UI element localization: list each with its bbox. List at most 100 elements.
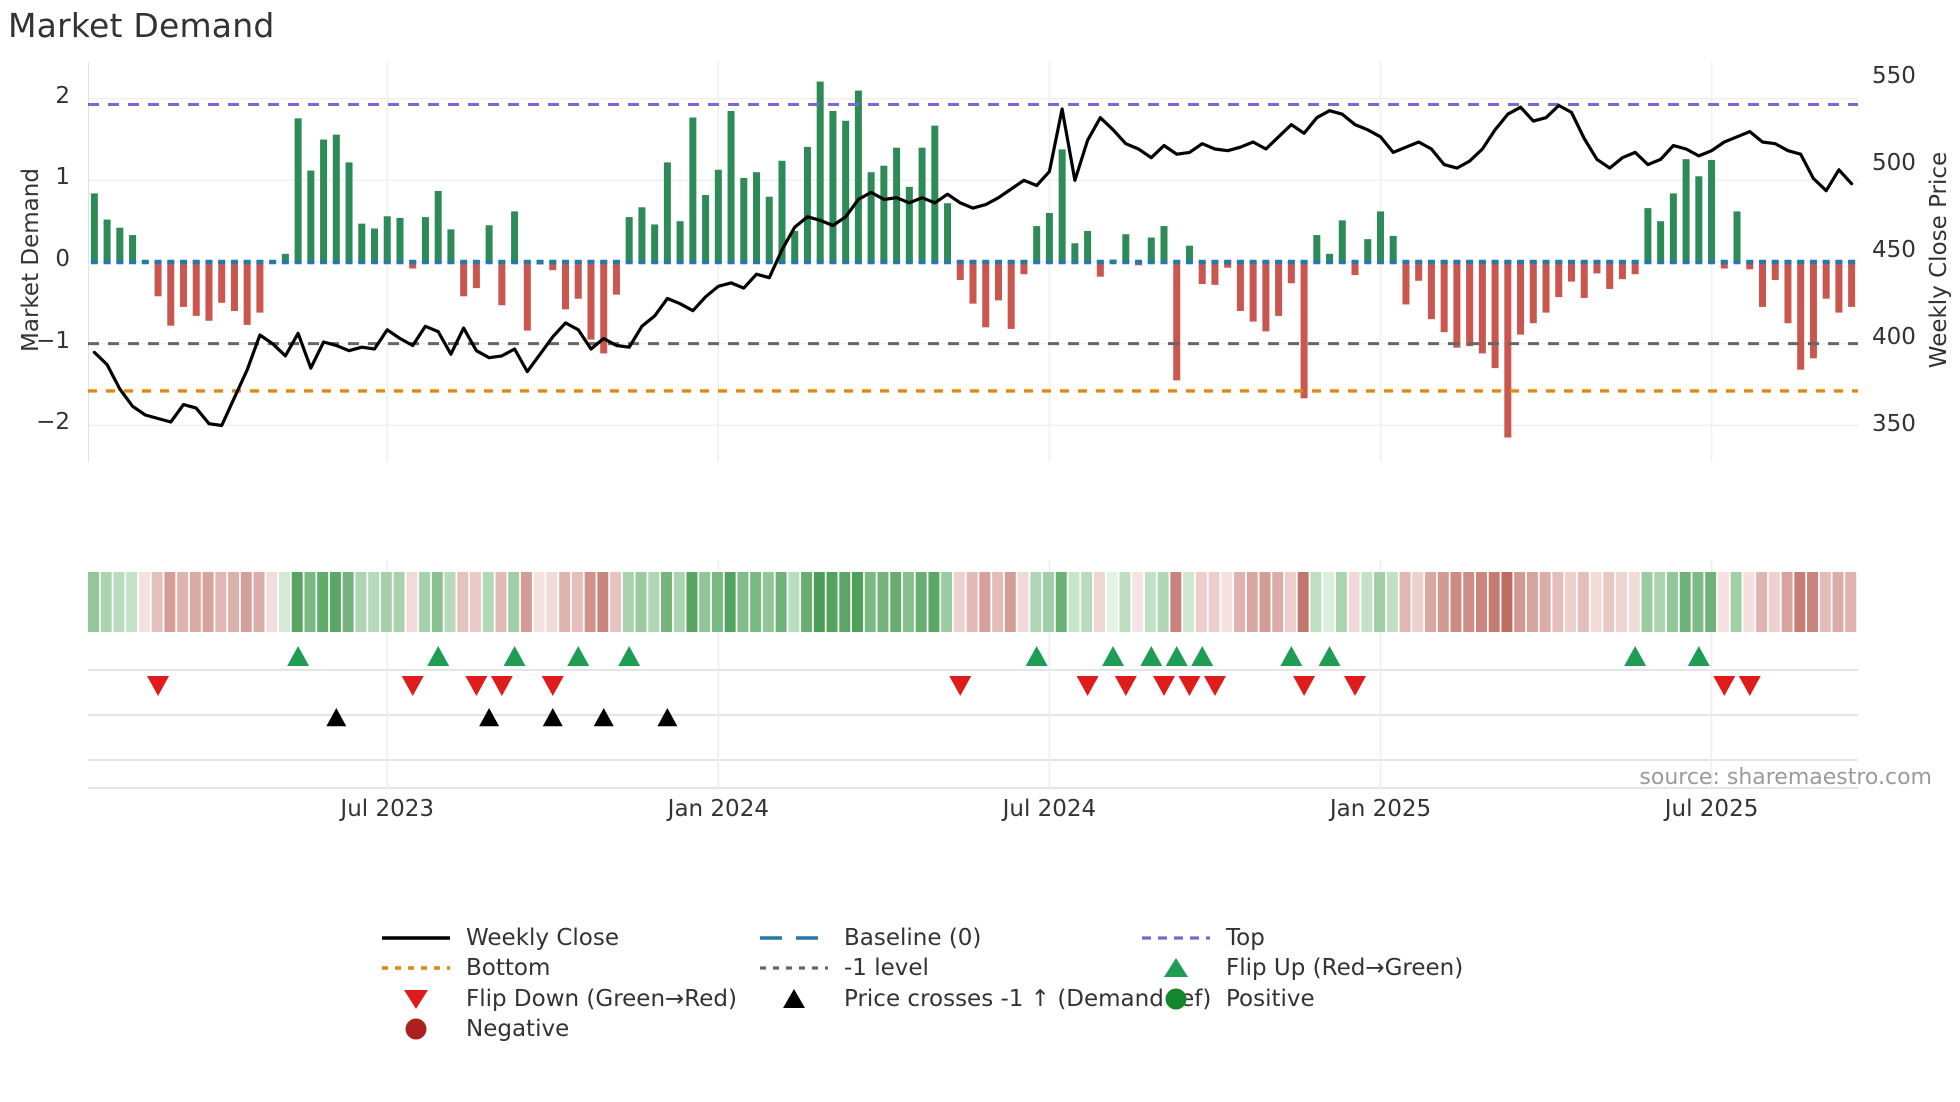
- legend-item[interactable]: Negative: [380, 1016, 569, 1042]
- heat-cell: [508, 572, 520, 632]
- flip-down-marker: [541, 675, 564, 696]
- legend-label: Price crosses -1 ↑ (Demand ref): [844, 986, 1212, 1012]
- legend-item[interactable]: Flip Down (Green→Red): [380, 986, 737, 1012]
- demand-bar-positive: [1682, 159, 1690, 262]
- legend-label: Weekly Close: [466, 925, 619, 951]
- demand-bar-positive: [332, 134, 340, 262]
- demand-bar-negative: [1618, 262, 1626, 280]
- legend-item[interactable]: Top: [1140, 925, 1265, 951]
- demand-bar-positive: [727, 110, 735, 263]
- x-tick-label: Jul 2025: [1664, 796, 1759, 822]
- demand-bar-negative: [1491, 262, 1499, 369]
- flip-down-marker: [1114, 675, 1137, 696]
- demand-bar-negative: [1351, 262, 1359, 276]
- heat-cell: [240, 572, 252, 632]
- heat-cell: [1641, 572, 1653, 632]
- legend-item[interactable]: Bottom: [380, 955, 550, 981]
- legend-item[interactable]: Price crosses -1 ↑ (Demand ref): [758, 986, 1211, 1012]
- heat-cell: [1068, 572, 1080, 632]
- heat-cell: [1106, 572, 1118, 632]
- demand-bar-positive: [103, 219, 111, 262]
- legend-item[interactable]: Flip Up (Red→Green): [1140, 955, 1463, 981]
- demand-bar-positive: [1147, 237, 1155, 262]
- demand-bar-positive: [1058, 149, 1066, 262]
- heat-cell: [1679, 572, 1691, 632]
- heat-cell: [1565, 572, 1577, 632]
- flip-up-marker: [1318, 646, 1341, 667]
- demand-bar-positive: [702, 195, 710, 262]
- demand-bar-positive: [90, 193, 98, 262]
- demand-bar-positive: [854, 90, 862, 262]
- chart-legend: Weekly Close Baseline (0) Top Bottom -1 leve…: [380, 925, 1660, 1085]
- demand-bar-negative: [1402, 262, 1410, 305]
- heat-cell: [368, 572, 380, 632]
- demand-bar-negative: [562, 262, 570, 310]
- demand-bar-positive: [345, 162, 353, 262]
- demand-bar-negative: [1504, 262, 1512, 438]
- heat-cell: [279, 572, 290, 632]
- x-tick-label: Jan 2024: [667, 796, 769, 822]
- demand-bar-negative: [1096, 262, 1104, 277]
- price-cross-marker: [326, 708, 347, 727]
- y-tick-right: 450: [1872, 237, 1916, 264]
- marker-rows-svg: [147, 646, 1761, 727]
- heat-cell: [750, 572, 762, 632]
- heat-cell: [826, 572, 838, 632]
- heat-cell: [1425, 572, 1437, 632]
- heat-cell: [788, 572, 800, 632]
- heat-strip-svg: [88, 572, 1857, 632]
- demand-bar-positive: [753, 172, 761, 262]
- heat-cell: [724, 572, 736, 632]
- flip-down-triangle-icon: [404, 990, 428, 1009]
- y-tick-right: 500: [1872, 150, 1916, 177]
- legend-item[interactable]: Positive: [1140, 986, 1315, 1012]
- legend-item[interactable]: Weekly Close: [380, 925, 619, 951]
- heat-cell: [1845, 572, 1857, 632]
- x-tick-label: Jan 2025: [1329, 796, 1432, 822]
- heat-cell: [915, 572, 927, 632]
- legend-item[interactable]: Baseline (0): [758, 925, 981, 951]
- heat-cell: [533, 572, 545, 632]
- heat-cell: [1361, 572, 1373, 632]
- demand-bar-positive: [421, 217, 429, 262]
- heat-cell: [100, 572, 112, 632]
- heat-cell: [126, 572, 138, 632]
- baseline-line-icon: [760, 936, 828, 940]
- heat-cell: [1730, 572, 1742, 632]
- demand-bar-negative: [523, 262, 531, 331]
- demand-bar-positive: [663, 162, 671, 262]
- demand-bar-positive: [893, 147, 901, 262]
- y-tick-left: 1: [55, 164, 70, 191]
- heat-cell: [177, 572, 189, 632]
- demand-bar-positive: [765, 196, 773, 262]
- demand-bar-negative: [230, 262, 238, 311]
- demand-bar-positive: [1084, 230, 1092, 262]
- heat-cell: [1514, 572, 1526, 632]
- demand-heat-strip: [88, 572, 1858, 632]
- demand-bar-negative: [969, 262, 977, 304]
- heat-cell: [151, 572, 163, 632]
- heat-cell: [431, 572, 443, 632]
- demand-bar-negative: [1020, 262, 1028, 275]
- legend-label: Flip Down (Green→Red): [466, 986, 737, 1012]
- heat-cell: [1832, 572, 1844, 632]
- demand-bar-negative: [1631, 262, 1639, 275]
- weekly-close-line-icon: [382, 936, 450, 940]
- triangle-up-green-icon: [1140, 955, 1212, 981]
- heat-cell: [762, 572, 774, 632]
- signal-marker-rows: [88, 640, 1858, 765]
- demand-bar-positive: [1644, 208, 1652, 262]
- heat-cell: [686, 572, 698, 632]
- weekly-close-line: [92, 103, 1854, 428]
- y-tick-left: 0: [55, 246, 70, 272]
- legend-item[interactable]: -1 level: [758, 955, 929, 981]
- demand-bar-positive: [905, 186, 913, 262]
- heat-cell: [673, 572, 685, 632]
- heat-cell: [266, 572, 278, 632]
- heat-cell: [559, 572, 571, 632]
- dotted-line-orange-icon: [380, 955, 452, 981]
- demand-bar-negative: [587, 262, 595, 340]
- heat-cell: [1119, 572, 1131, 632]
- heat-cell: [941, 572, 953, 632]
- demand-bar-negative: [1771, 262, 1779, 280]
